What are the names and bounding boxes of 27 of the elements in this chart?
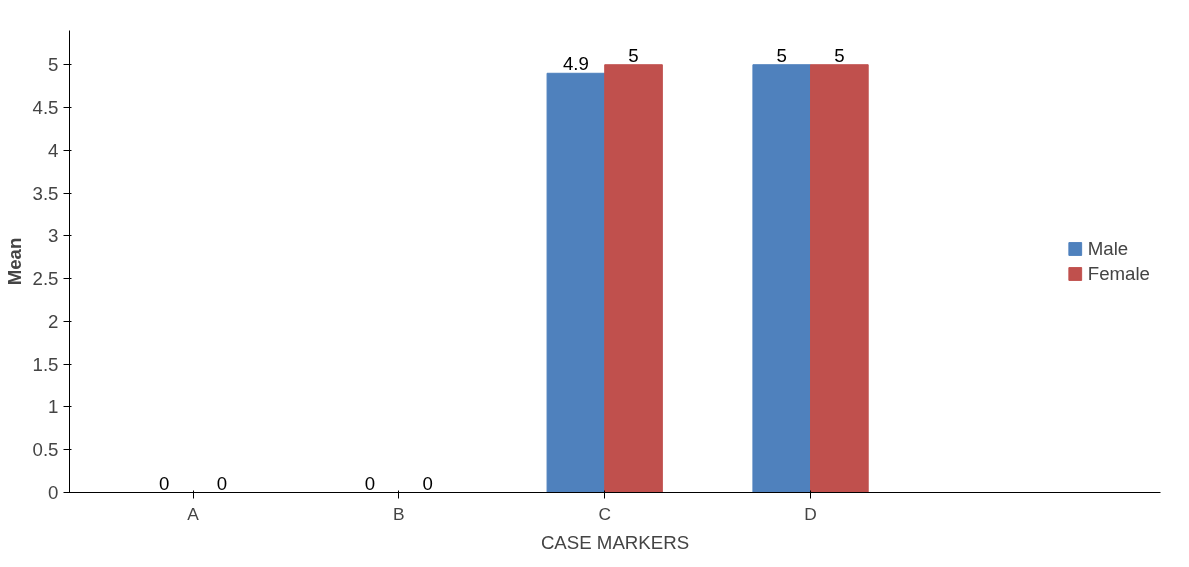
data-label: 0 [159,472,170,494]
data-label: 0 [422,472,433,494]
data-label: 4.9 [562,53,589,75]
x-tick-label: B [393,503,405,524]
y-tick-label: 2 [48,310,59,332]
y-tick-label: 4 [48,139,59,161]
data-label: 5 [776,44,787,66]
y-tick-label: 3 [48,225,59,247]
legend-label: Male [1087,237,1129,260]
y-tick-label: 3.5 [32,182,59,204]
y-axis-title: Mean [3,237,25,286]
y-tick-label: 0 [48,482,59,503]
y-tick-label: 4.5 [32,97,59,118]
x-tick-label: A [187,503,200,524]
x-tick-label: D [804,503,817,524]
y-tick-label: 2.5 [32,268,59,290]
x-axis-title: CASE MARKERS [540,531,690,553]
x-tick-label: C [598,503,611,524]
data-label: 5 [628,44,639,66]
data-label: 0 [216,472,228,494]
y-tick-label: 1.5 [32,353,59,375]
data-label: 0 [364,472,376,494]
y-tick-label: 5 [48,54,59,76]
data-label: 5 [834,44,845,66]
y-tick-label: 0.5 [32,439,59,461]
legend-label: Female [1087,262,1150,285]
y-tick-label: 1 [48,396,59,418]
